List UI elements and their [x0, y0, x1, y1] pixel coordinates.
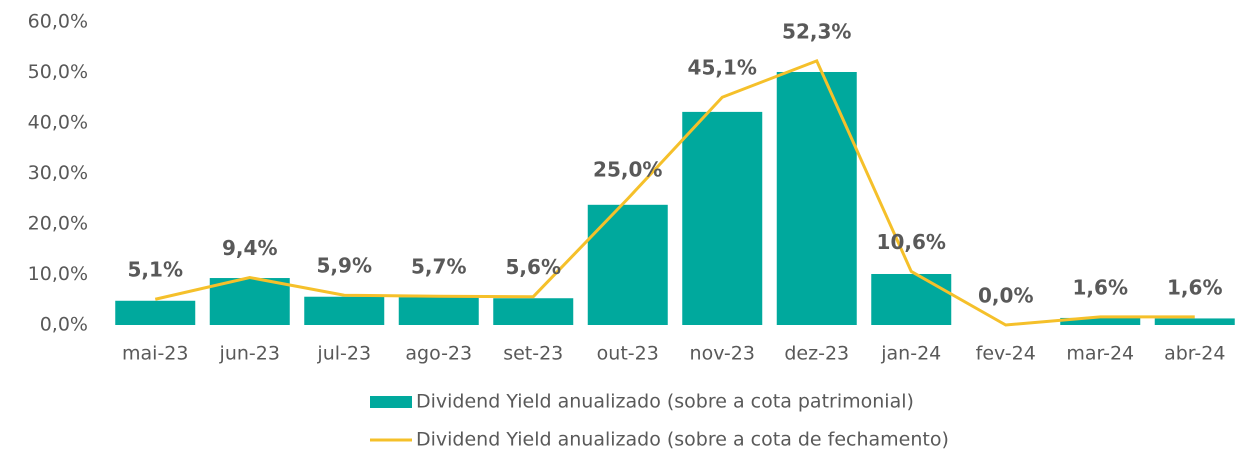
y-tick-label: 60,0%	[28, 11, 88, 33]
y-tick-label: 40,0%	[28, 112, 88, 134]
value-label: 10,6%	[877, 230, 946, 254]
x-tick-label: ago-23	[405, 343, 472, 365]
bar	[115, 300, 196, 325]
value-label: 52,3%	[782, 19, 851, 43]
x-tick-label: jan-24	[880, 343, 941, 365]
value-label: 1,6%	[1167, 275, 1222, 299]
bar	[1154, 318, 1235, 325]
x-tick-label: fev-24	[976, 343, 1036, 365]
bar	[1060, 317, 1141, 325]
x-tick-label: abr-24	[1164, 343, 1225, 365]
bar	[209, 278, 290, 325]
value-label: 45,1%	[688, 56, 757, 80]
value-label: 1,6%	[1073, 275, 1128, 299]
x-tick-label: nov-23	[690, 343, 755, 365]
legend-swatch	[370, 396, 412, 408]
value-label: 5,9%	[317, 254, 372, 278]
x-tick-label: out-23	[597, 343, 659, 365]
legend-label: Dividend Yield anualizado (sobre a cota …	[416, 429, 949, 451]
bar	[871, 273, 952, 325]
value-label: 25,0%	[593, 157, 662, 181]
x-tick-label: dez-23	[784, 343, 849, 365]
bar	[304, 296, 385, 325]
x-tick-label: mar-24	[1066, 343, 1134, 365]
y-tick-label: 30,0%	[28, 162, 88, 184]
x-tick-label: jun-23	[219, 343, 280, 365]
y-tick-label: 20,0%	[28, 213, 88, 235]
x-tick-label: mai-23	[122, 343, 188, 365]
y-tick-label: 0,0%	[40, 314, 88, 336]
x-tick-label: set-23	[503, 343, 563, 365]
bar	[682, 111, 763, 325]
bar	[493, 298, 574, 325]
value-label: 5,1%	[128, 258, 183, 282]
value-label: 5,7%	[411, 255, 466, 279]
y-tick-label: 50,0%	[28, 61, 88, 83]
bar	[776, 71, 857, 326]
y-tick-label: 10,0%	[28, 263, 88, 285]
bar	[398, 297, 479, 325]
value-label: 5,6%	[506, 255, 561, 279]
x-tick-label: jul-23	[316, 343, 371, 365]
bar	[587, 204, 668, 325]
legend-label: Dividend Yield anualizado (sobre a cota …	[416, 391, 914, 413]
line	[154, 58, 1195, 327]
value-label: 9,4%	[222, 236, 277, 260]
value-label: 0,0%	[978, 284, 1033, 308]
